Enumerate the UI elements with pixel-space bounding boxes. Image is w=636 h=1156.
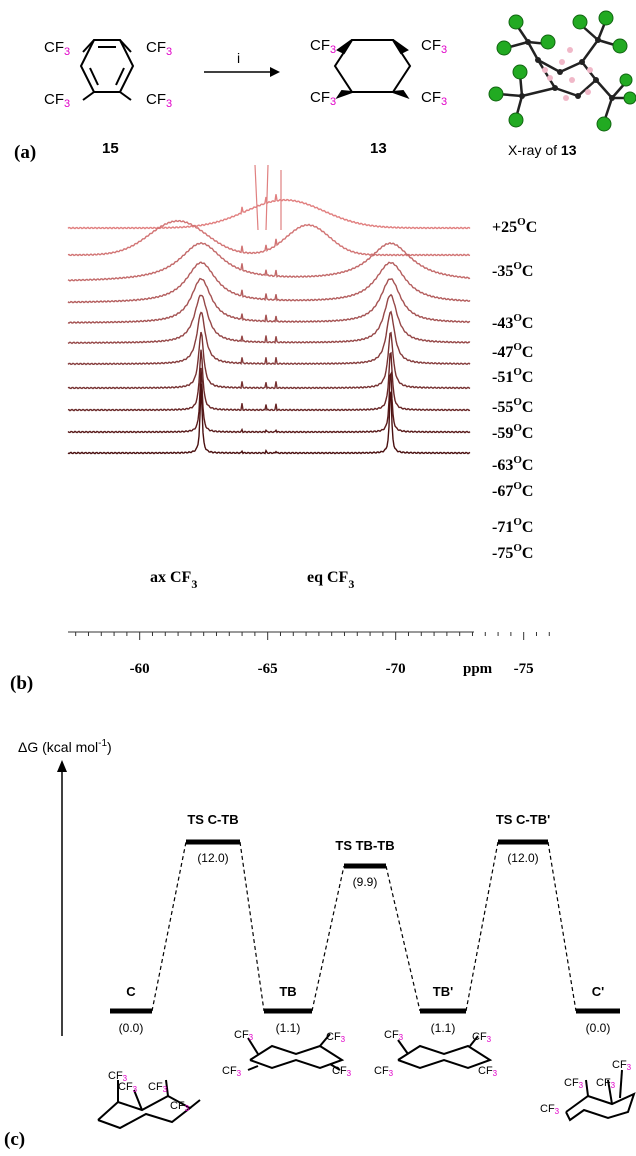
- conformer-tb-sketch: CF3 CF3 CF3 CF3: [222, 1029, 352, 1078]
- svg-text:CF3: CF3: [374, 1065, 394, 1078]
- energy-level-name: TS C-TB': [496, 812, 550, 827]
- conformer-c-sketch: CF3 CF3 CF3 CF3: [97, 1070, 201, 1130]
- energy-level-name: TS TB-TB: [335, 838, 394, 853]
- profile-dashed-connector: [311, 865, 345, 1012]
- conformer-c-prime-sketch: CF3 CF3 CF3 CF3: [540, 1059, 636, 1122]
- temperature-label: -43OC: [492, 312, 533, 332]
- svg-text:CF3: CF3: [310, 37, 336, 56]
- svg-text:CF3: CF3: [384, 1029, 404, 1042]
- nmr-trace: [67, 367, 471, 434]
- svg-text:CF3: CF3: [332, 1065, 352, 1078]
- energy-level-name: C': [592, 984, 604, 999]
- svg-text:CF3: CF3: [596, 1077, 616, 1090]
- cyclohexane-substituents: CF3 CF3 CF3 CF3: [310, 37, 447, 108]
- temperature-label: -59OC: [492, 422, 533, 442]
- nmr-spectra-stack: [67, 164, 471, 455]
- energy-level-value: (9.9): [353, 875, 378, 889]
- svg-text:CF3: CF3: [478, 1065, 498, 1078]
- svg-text:CF3: CF3: [146, 39, 172, 58]
- svg-text:CF3: CF3: [146, 91, 172, 110]
- nmr-trace: [67, 310, 471, 366]
- nmr-trace: [67, 194, 471, 230]
- svg-text:CF3: CF3: [44, 39, 70, 58]
- xray-structure-image: [488, 10, 636, 132]
- energy-profile: C (0.0) TS C-TB (12.0) TB (1.1) TS TB-TB (9.9) T…: [110, 812, 620, 1035]
- svg-text:CF3: CF3: [540, 1103, 560, 1116]
- panel-b-label: (b): [10, 673, 33, 694]
- nmr-trace: [67, 293, 471, 345]
- nmr-trace: [67, 241, 471, 282]
- svg-text:CF3: CF3: [118, 1081, 138, 1094]
- cyclohexane-structure: [333, 39, 412, 99]
- energy-level-value: (12.0): [197, 851, 228, 865]
- temperature-label: -55OC: [492, 396, 533, 416]
- compound-13-label: 13: [370, 140, 387, 157]
- energy-level-name: TB': [433, 984, 453, 999]
- energy-level-value: (1.1): [431, 1021, 456, 1035]
- energy-level-name: C: [126, 984, 136, 999]
- x-tick-label: -70: [386, 661, 406, 677]
- nmr-trace: [67, 219, 471, 257]
- energy-level-value: (1.1): [276, 1021, 301, 1035]
- panel-a-label: (a): [14, 142, 36, 163]
- svg-text:CF3: CF3: [44, 91, 70, 110]
- profile-dashed-connector: [465, 841, 499, 1012]
- panel-c-label: (c): [4, 1129, 25, 1150]
- profile-dashed-connector: [239, 841, 265, 1012]
- svg-text:CF3: CF3: [564, 1077, 584, 1090]
- svg-text:CF3: CF3: [472, 1031, 492, 1044]
- ax-cf3-peak-label: ax CF3: [150, 569, 197, 591]
- svg-text:CF3: CF3: [108, 1070, 128, 1083]
- conformer-tb-prime-sketch: CF3 CF3 CF3 CF3: [374, 1029, 498, 1078]
- panel-a: CF3 CF3 CF3 CF3 i CF3 CF3 CF3 CF3: [14, 10, 636, 163]
- x-axis-unit: ppm: [463, 661, 493, 677]
- nmr-trace: [67, 261, 471, 304]
- reaction-arrow: i: [204, 50, 280, 77]
- panel-b: +25OC -35OC -43OC -47OC -51OC -55OC -59OC -63OC…: [10, 164, 550, 694]
- energy-level-value: (12.0): [507, 851, 538, 865]
- energy-level-value: (0.0): [119, 1021, 144, 1035]
- compound-15-label: 15: [102, 140, 119, 157]
- temperature-label: -67OC: [492, 480, 533, 500]
- reaction-condition-label: i: [237, 50, 240, 66]
- x-tick-label: -60: [130, 661, 150, 677]
- temperature-label: -47OC: [492, 341, 533, 361]
- xray-caption: X-ray of 13: [508, 142, 577, 158]
- temperature-label: -63OC: [492, 454, 533, 474]
- svg-text:CF3: CF3: [421, 37, 447, 56]
- energy-level-name: TS C-TB: [187, 812, 238, 827]
- svg-text:CF3: CF3: [326, 1031, 346, 1044]
- benzene-substituents: CF3 CF3 CF3 CF3: [44, 39, 172, 110]
- energy-level-name: TB: [279, 984, 296, 999]
- x-tick-label: -65: [258, 661, 278, 677]
- ppm-axis: -60 -65 -70 -75 ppm: [68, 631, 550, 677]
- benzene-structure: [79, 39, 135, 101]
- svg-text:CF3: CF3: [170, 1100, 190, 1113]
- svg-text:CF3: CF3: [222, 1065, 242, 1078]
- panel-c: ΔG (kcal mol-1) C (0.0) TS C-TB (12.0) TB (1.…: [4, 738, 636, 1150]
- temperature-label: -51OC: [492, 366, 533, 386]
- svg-text:CF3: CF3: [421, 89, 447, 108]
- svg-text:CF3: CF3: [310, 89, 336, 108]
- nmr-trace: [67, 383, 471, 455]
- temperature-labels: +25OC -35OC -43OC -47OC -51OC -55OC -59OC -63OC…: [492, 216, 537, 562]
- nmr-trace: [67, 331, 471, 390]
- profile-dashed-connector: [151, 841, 187, 1012]
- svg-text:CF3: CF3: [148, 1081, 168, 1094]
- y-axis-label: ΔG (kcal mol-1): [18, 738, 112, 755]
- x-tick-label: -75: [514, 661, 534, 677]
- nmr-trace: [67, 349, 471, 412]
- temperature-label: -75OC: [492, 542, 533, 562]
- temperature-label: -71OC: [492, 516, 533, 536]
- svg-text:CF3: CF3: [612, 1059, 632, 1072]
- temperature-label: -35OC: [492, 260, 533, 280]
- svg-text:CF3: CF3: [234, 1029, 254, 1042]
- nmr-trace: [67, 277, 471, 324]
- energy-level-value: (0.0): [586, 1021, 611, 1035]
- profile-dashed-connector: [385, 865, 421, 1012]
- eq-cf3-peak-label: eq CF3: [307, 569, 354, 591]
- temperature-label: +25OC: [492, 216, 537, 236]
- profile-dashed-connector: [547, 841, 577, 1012]
